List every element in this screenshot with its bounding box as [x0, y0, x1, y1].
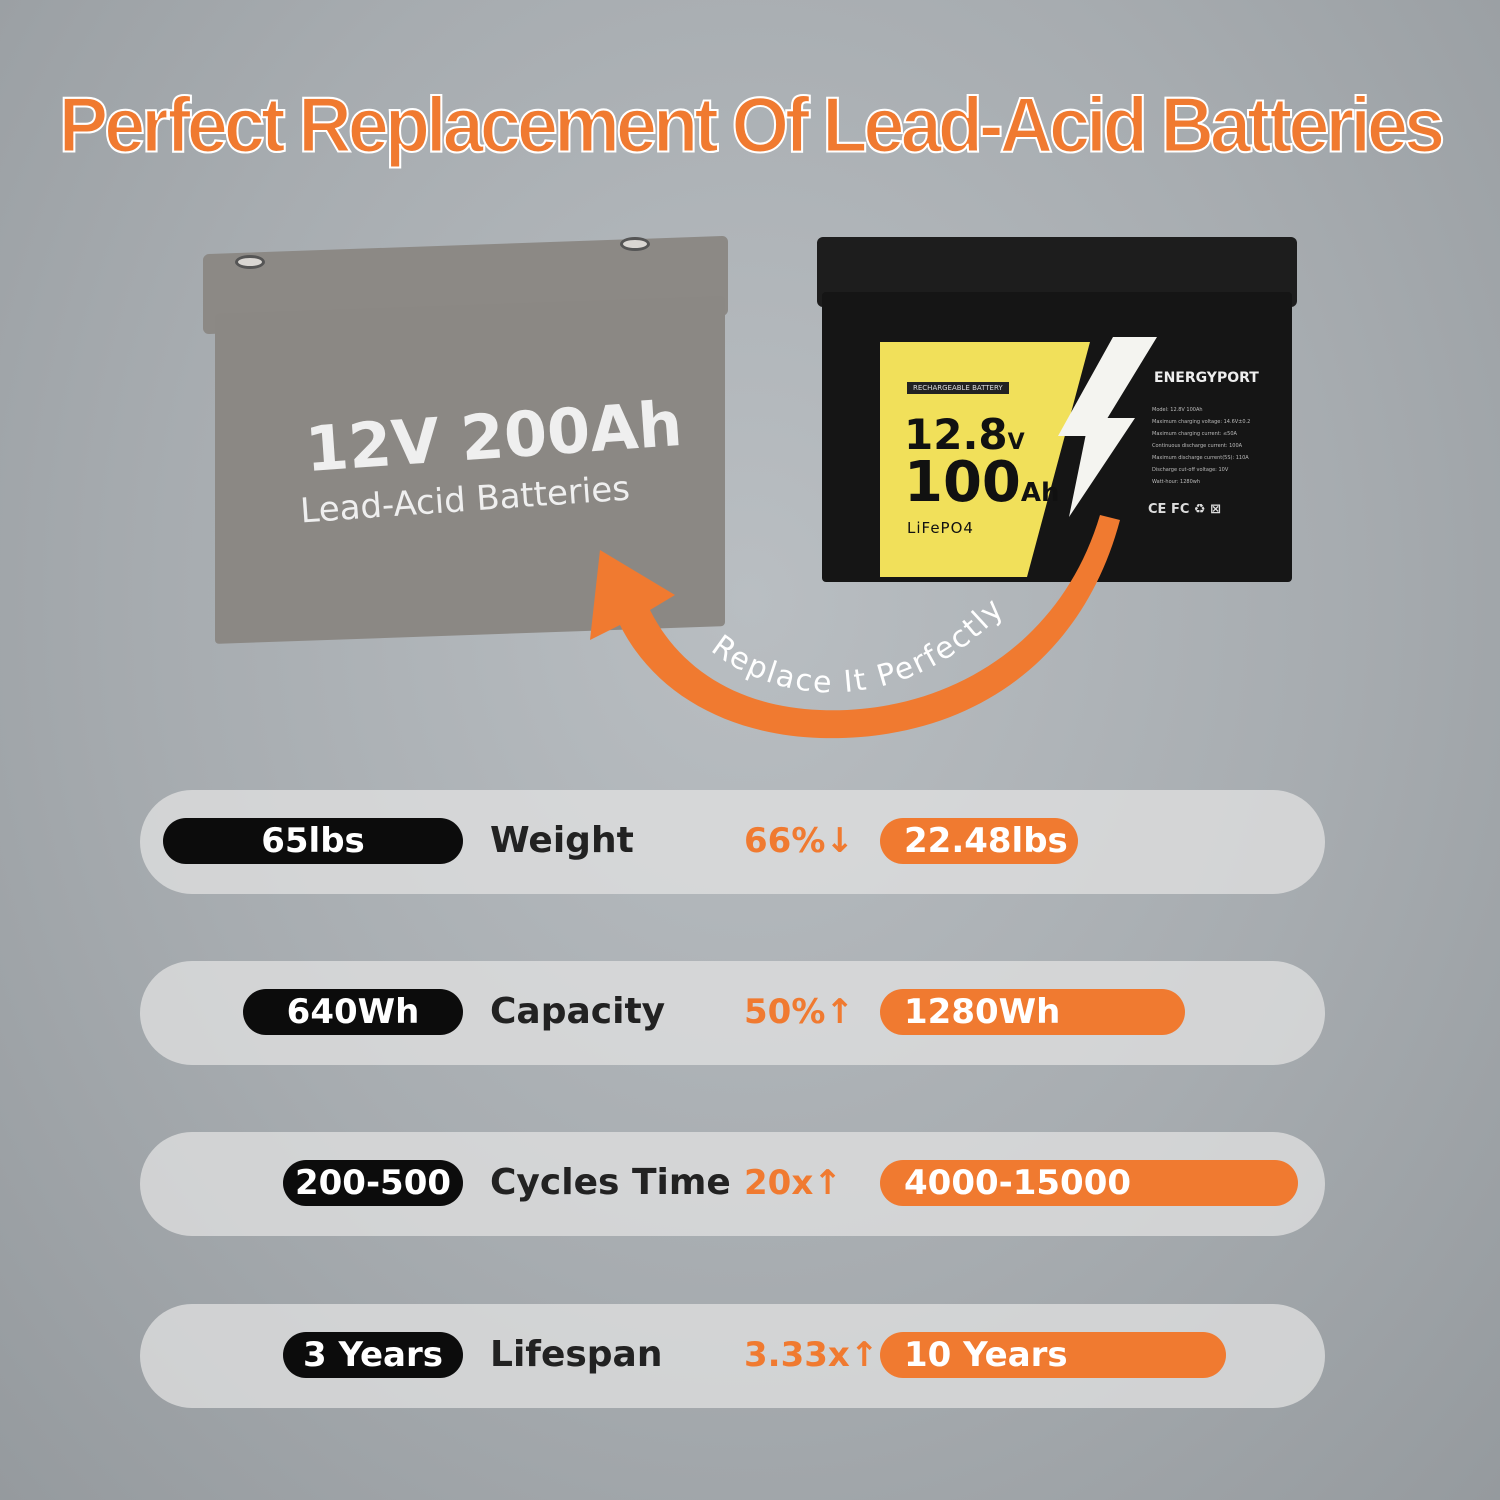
comparison-row-cycles: 200-500 Cycles Time 20x↑ 4000-15000 — [140, 1132, 1325, 1236]
chemistry: LiFePO4 — [907, 519, 974, 537]
metric-label: Capacity — [490, 991, 666, 1032]
new-value: 1280Wh — [880, 989, 1185, 1035]
old-value: 65lbs — [163, 818, 463, 864]
capacity: 100Ah — [904, 450, 1060, 515]
spec-line: Maximum discharge current(5S): 110A — [1152, 455, 1249, 461]
old-value: 3 Years — [283, 1332, 463, 1378]
new-value: 22.48lbs — [880, 818, 1078, 864]
spec-line: Watt-hour: 1280wh — [1152, 479, 1201, 485]
spec-line: Maximum charging current: ≤50A — [1152, 431, 1237, 437]
old-value: 200-500 — [283, 1160, 463, 1206]
new-value: 4000-15000 — [880, 1160, 1298, 1206]
change: 3.33x↑ — [744, 1335, 879, 1375]
spec-line: Discharge cut-off voltage: 10V — [1152, 467, 1229, 473]
lifepo4-battery-image: RECHARGEABLE BATTERY 12.8V 100Ah LiFePO4… — [812, 232, 1300, 582]
brand-logo: ENERGYPORT — [1154, 370, 1259, 386]
old-value: 640Wh — [243, 989, 463, 1035]
comparison-row-lifespan: 3 Years Lifespan 3.33x↑ 10 Years — [140, 1304, 1325, 1408]
comparison-row-capacity: 640Wh Capacity 50%↑ 1280Wh — [140, 961, 1325, 1065]
metric-label: Cycles Time — [490, 1162, 731, 1203]
change: 50%↑ — [744, 992, 854, 1032]
change: 20x↑ — [744, 1163, 842, 1203]
metric-label: Lifespan — [490, 1334, 663, 1375]
certification-icons: CE FC ♻ ⊠ — [1148, 502, 1221, 517]
lead-acid-battery-image: 12V 200Ah Lead-Acid Batteries — [195, 235, 735, 644]
spec-line: Model: 12.8V 100Ah — [1152, 407, 1203, 413]
terminal-icon — [620, 237, 650, 251]
new-value: 10 Years — [880, 1332, 1226, 1378]
change: 66%↓ — [744, 821, 854, 861]
voltage: 12.8V — [904, 410, 1025, 459]
metric-label: Weight — [490, 820, 634, 861]
spec-line: Continuous discharge current: 100A — [1152, 443, 1243, 449]
spec-list: Model: 12.8V 100Ah Maximum charging volt… — [1152, 404, 1250, 488]
capacity-unit: Ah — [1020, 478, 1060, 508]
voltage-unit: V — [1007, 430, 1025, 455]
spec-line: Maximum charging voltage: 14.6V±0.2 — [1152, 419, 1251, 425]
voltage-value: 12.8 — [904, 410, 1008, 459]
curved-arrow-icon: Replace It Perfectly — [590, 515, 1120, 739]
capacity-value: 100 — [904, 450, 1021, 515]
headline: Perfect Replacement Of Lead-Acid Batteri… — [58, 80, 1446, 169]
terminal-icon — [235, 255, 265, 269]
rechargeable-badge: RECHARGEABLE BATTERY — [907, 382, 1009, 394]
comparison-row-weight: 65lbs Weight 66%↓ 22.48lbs — [140, 790, 1325, 894]
